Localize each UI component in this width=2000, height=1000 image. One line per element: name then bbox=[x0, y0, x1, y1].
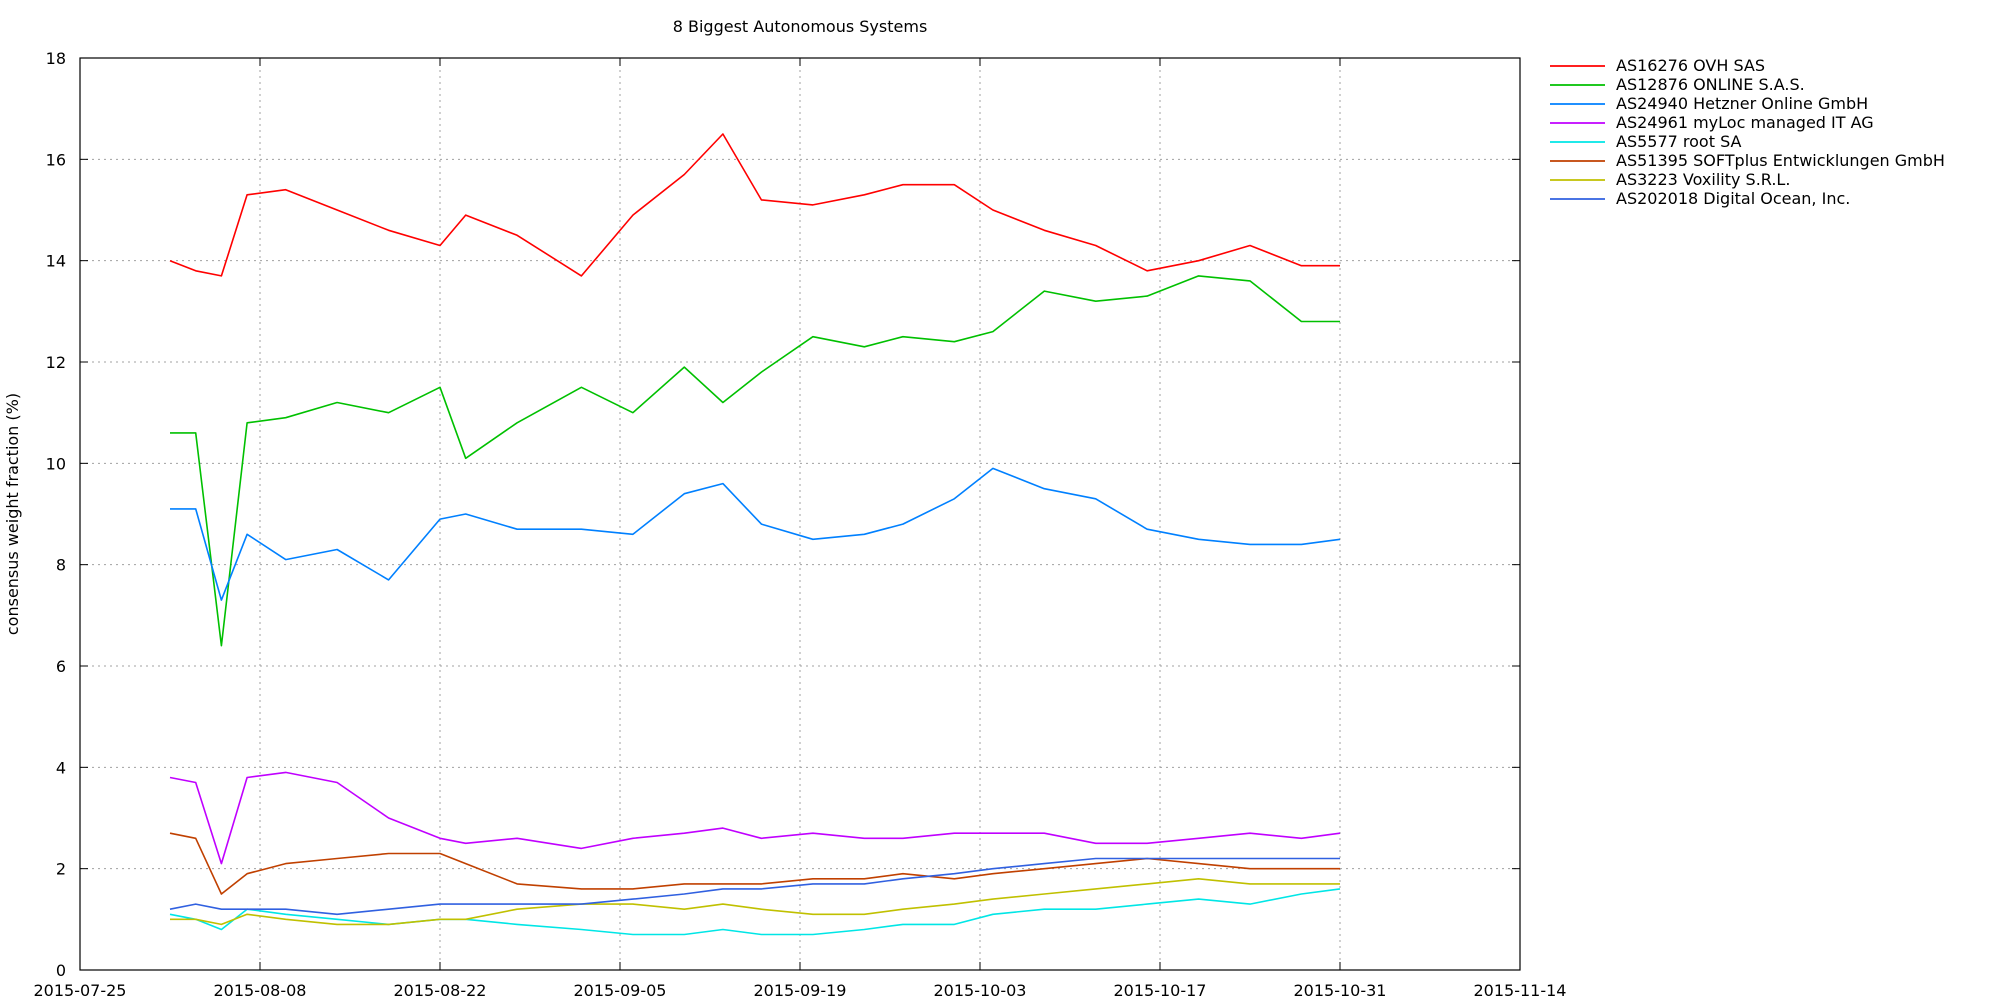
y-tick-label: 16 bbox=[46, 150, 66, 169]
y-tick-label: 14 bbox=[46, 252, 66, 271]
y-tick-label: 10 bbox=[46, 454, 66, 473]
grid bbox=[80, 58, 1520, 970]
series-line bbox=[169, 771, 1341, 865]
x-tick-label: 2015-08-22 bbox=[394, 981, 487, 1000]
x-tick-label: 2015-10-17 bbox=[1114, 981, 1207, 1000]
y-tick-label: 12 bbox=[46, 353, 66, 372]
series-line bbox=[170, 275, 1340, 647]
x-tick-label: 2015-09-05 bbox=[574, 981, 667, 1000]
y-axis-label: consensus weight fraction (%) bbox=[3, 393, 22, 635]
legend-label: AS5577 root SA bbox=[1616, 132, 1742, 151]
y-tick-label: 8 bbox=[56, 556, 66, 575]
legend-label: AS202018 Digital Ocean, Inc. bbox=[1616, 189, 1850, 208]
series-line bbox=[169, 888, 1341, 936]
x-axis-tick-labels: 2015-07-25 2015-08-08 2015-08-22 2015-09-05… bbox=[34, 981, 1567, 1000]
x-tick-label: 2015-09-19 bbox=[754, 981, 847, 1000]
y-tick-label: 6 bbox=[56, 657, 66, 676]
series-line bbox=[170, 877, 1340, 926]
y-axis-tick-labels: 0 2 4 6 8 10 12 14 16 18 bbox=[46, 49, 66, 980]
x-tick-label: 2015-11-14 bbox=[1474, 981, 1567, 1000]
x-tick-label: 2015-10-31 bbox=[1294, 981, 1387, 1000]
legend-label: AS24961 myLoc managed IT AG bbox=[1616, 113, 1874, 132]
legend-label: AS16276 OVH SAS bbox=[1616, 56, 1765, 75]
x-tick-label: 2015-07-25 bbox=[34, 981, 127, 1000]
legend-label: AS51395 SOFTplus Entwicklungen GmbH bbox=[1616, 151, 1945, 170]
series-lines bbox=[169, 133, 1341, 936]
chart-title: 8 Biggest Autonomous Systems bbox=[673, 17, 928, 36]
series-line bbox=[169, 832, 1340, 895]
series-line bbox=[169, 133, 1340, 277]
series-line bbox=[170, 467, 1341, 601]
axis-ticks bbox=[79, 57, 1521, 971]
y-tick-label: 2 bbox=[56, 860, 66, 879]
y-tick-label: 18 bbox=[46, 49, 66, 68]
y-tick-label: 4 bbox=[56, 758, 66, 777]
legend-label: AS3223 Voxility S.R.L. bbox=[1616, 170, 1790, 189]
x-tick-label: 2015-08-08 bbox=[214, 981, 307, 1000]
legend-label: AS24940 Hetzner Online GmbH bbox=[1616, 94, 1868, 113]
x-tick-label: 2015-10-03 bbox=[934, 981, 1027, 1000]
y-tick-label: 0 bbox=[56, 961, 66, 980]
series-line bbox=[169, 857, 1340, 916]
legend-label: AS12876 ONLINE S.A.S. bbox=[1616, 75, 1805, 94]
